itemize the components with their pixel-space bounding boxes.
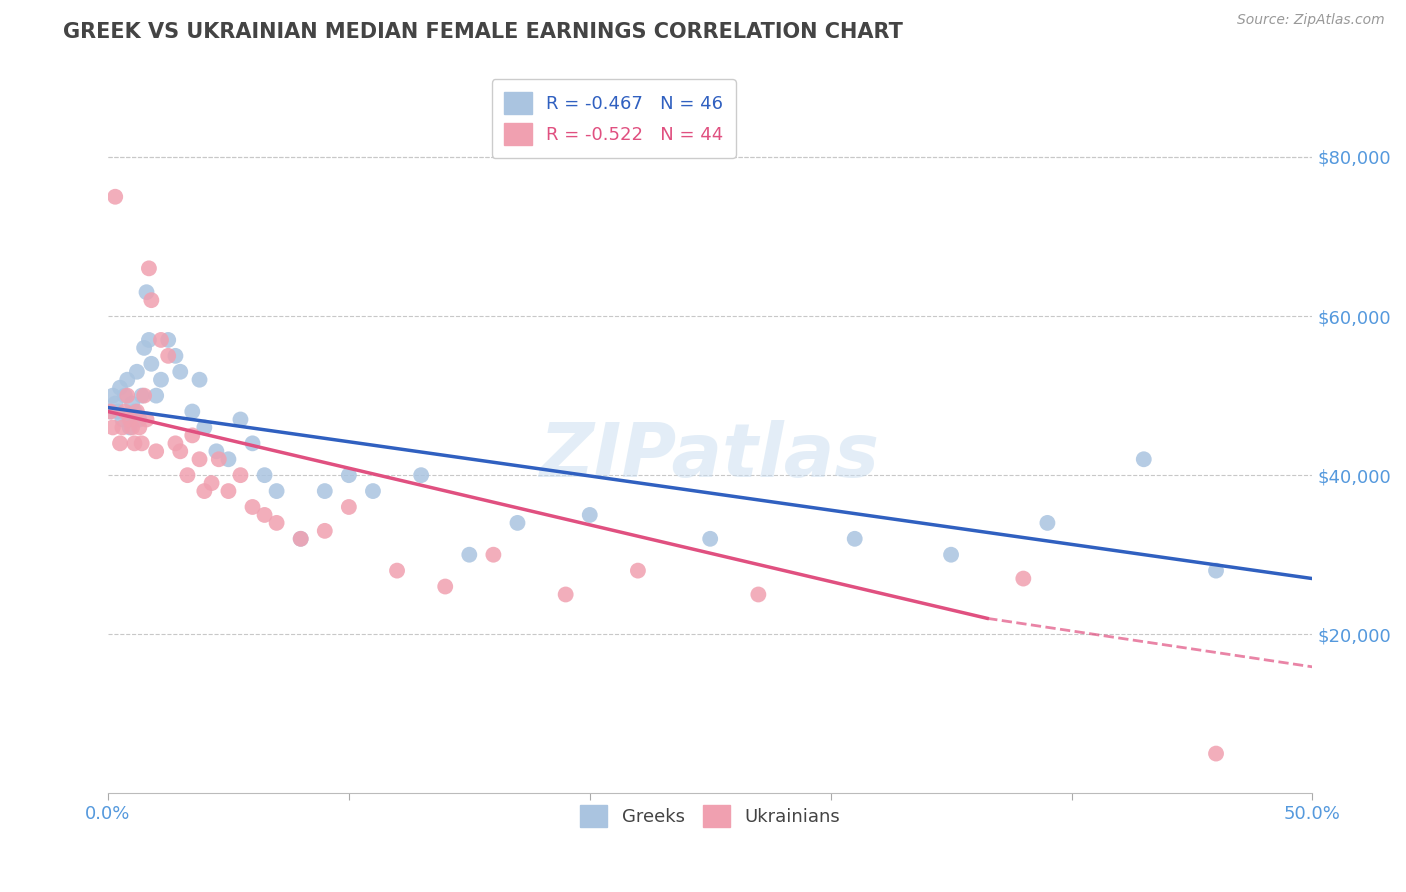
Point xyxy=(118,420,141,434)
Point xyxy=(361,484,384,499)
Point xyxy=(145,444,167,458)
Point xyxy=(121,396,143,410)
Point xyxy=(117,389,139,403)
Point xyxy=(157,349,180,363)
Point xyxy=(193,484,215,499)
Point xyxy=(229,468,252,483)
Point xyxy=(111,412,134,426)
Point xyxy=(181,404,204,418)
Point xyxy=(188,373,211,387)
Point xyxy=(124,436,146,450)
Point xyxy=(434,580,457,594)
Point xyxy=(128,420,150,434)
Point xyxy=(1036,516,1059,530)
Point xyxy=(134,341,156,355)
Point xyxy=(188,452,211,467)
Point xyxy=(290,532,312,546)
Point xyxy=(627,564,650,578)
Point xyxy=(108,436,131,450)
Point xyxy=(844,532,866,546)
Point xyxy=(138,333,160,347)
Point xyxy=(100,404,122,418)
Point xyxy=(181,428,204,442)
Point xyxy=(145,389,167,403)
Point xyxy=(100,404,122,418)
Point xyxy=(101,420,124,434)
Point xyxy=(135,412,157,426)
Point xyxy=(747,587,769,601)
Point xyxy=(114,404,136,418)
Point xyxy=(253,508,276,522)
Point xyxy=(169,444,191,458)
Point xyxy=(114,389,136,403)
Point xyxy=(266,516,288,530)
Point xyxy=(482,548,505,562)
Point xyxy=(165,349,187,363)
Point xyxy=(1132,452,1154,467)
Point xyxy=(939,548,962,562)
Point xyxy=(138,261,160,276)
Point xyxy=(101,389,124,403)
Point xyxy=(131,436,153,450)
Point xyxy=(108,381,131,395)
Point xyxy=(193,420,215,434)
Point xyxy=(205,444,228,458)
Legend: Greeks, Ukrainians: Greeks, Ukrainians xyxy=(574,798,848,834)
Point xyxy=(337,500,360,514)
Point xyxy=(253,468,276,483)
Point xyxy=(125,404,148,418)
Point xyxy=(314,484,336,499)
Point xyxy=(134,389,156,403)
Point xyxy=(699,532,721,546)
Point xyxy=(314,524,336,538)
Point xyxy=(290,532,312,546)
Point xyxy=(242,500,264,514)
Point xyxy=(506,516,529,530)
Point xyxy=(117,373,139,387)
Point xyxy=(1205,747,1227,761)
Point xyxy=(176,468,198,483)
Point xyxy=(169,365,191,379)
Text: GREEK VS UKRAINIAN MEDIAN FEMALE EARNINGS CORRELATION CHART: GREEK VS UKRAINIAN MEDIAN FEMALE EARNING… xyxy=(63,22,903,42)
Point xyxy=(141,357,163,371)
Point xyxy=(458,548,481,562)
Text: Source: ZipAtlas.com: Source: ZipAtlas.com xyxy=(1237,13,1385,28)
Point xyxy=(121,420,143,434)
Point xyxy=(411,468,433,483)
Point xyxy=(128,412,150,426)
Point xyxy=(242,436,264,450)
Point xyxy=(104,396,127,410)
Point xyxy=(578,508,600,522)
Point xyxy=(208,452,231,467)
Text: ZIPatlas: ZIPatlas xyxy=(540,420,880,493)
Point xyxy=(1012,572,1035,586)
Point xyxy=(125,365,148,379)
Point xyxy=(217,484,239,499)
Point xyxy=(131,389,153,403)
Point xyxy=(217,452,239,467)
Point xyxy=(118,412,141,426)
Point xyxy=(104,190,127,204)
Point xyxy=(157,333,180,347)
Point xyxy=(135,285,157,300)
Point xyxy=(141,293,163,308)
Point xyxy=(337,468,360,483)
Point xyxy=(1205,564,1227,578)
Point xyxy=(554,587,576,601)
Point xyxy=(124,404,146,418)
Point xyxy=(165,436,187,450)
Point xyxy=(149,373,172,387)
Point xyxy=(200,476,222,491)
Point xyxy=(229,412,252,426)
Point xyxy=(385,564,408,578)
Point xyxy=(111,420,134,434)
Point xyxy=(266,484,288,499)
Point xyxy=(107,404,129,418)
Point xyxy=(149,333,172,347)
